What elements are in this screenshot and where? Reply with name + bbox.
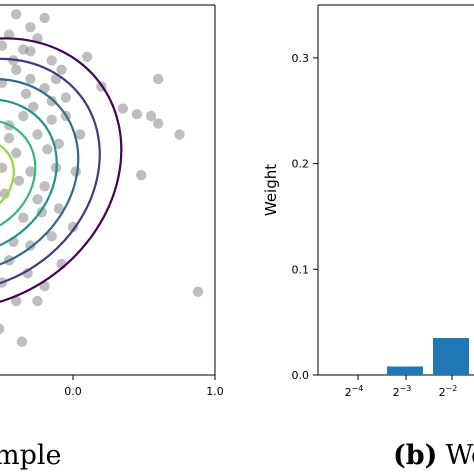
scatter-point — [25, 22, 36, 33]
scatter-point — [11, 9, 22, 20]
scatter-point — [42, 144, 53, 155]
scatter-x-tick-label: 1.0 — [206, 385, 224, 398]
scatter-point — [25, 166, 36, 177]
bar-y-tick-label: 0.1 — [292, 263, 310, 276]
scatter-point — [20, 88, 32, 100]
bar-x-tick-label: 2−4 — [345, 384, 364, 399]
scatter-point — [74, 129, 86, 140]
bar-x-ticks: 2−4 2−3 2−2 — [345, 375, 458, 399]
scatter-point — [153, 118, 164, 129]
scatter-point — [32, 295, 43, 307]
scatter-point — [60, 92, 72, 103]
scatter-point — [16, 336, 28, 347]
scatter-point — [25, 46, 36, 57]
scatter-point — [136, 170, 147, 181]
scatter-x-ticks: 0.0 1.0 — [64, 375, 224, 398]
scatter-point — [53, 138, 64, 149]
scatter-point — [82, 51, 93, 62]
bar-y-tick-label: 0.3 — [292, 52, 310, 65]
contour-line — [0, 98, 58, 255]
scatter-point — [39, 181, 50, 192]
bar-caption-label: (b) — [393, 440, 437, 471]
scatter-point — [11, 64, 22, 76]
bar-panel: 0.0 0.1 0.2 0.3 2−4 2−3 2−2 Weight (b) We — [262, 4, 474, 471]
bar-y-tick-label: 0.2 — [292, 158, 310, 171]
scatter-point — [22, 268, 33, 279]
scatter-point — [0, 323, 5, 334]
bar — [387, 366, 423, 375]
scatter-point — [46, 114, 57, 125]
contour-line — [0, 78, 80, 274]
bar-y-axis-label: Weight — [262, 164, 280, 216]
bar-x-tick-label: 2−2 — [439, 384, 458, 399]
contour-line — [0, 57, 101, 292]
scatter-point — [18, 110, 29, 122]
scatter-point — [46, 96, 57, 107]
scatter-point — [3, 133, 15, 144]
scatter-point — [18, 212, 29, 223]
scatter-point — [117, 103, 128, 114]
scatter-panel: 0.0 1.0 mple — [0, 4, 224, 471]
scatter-point — [46, 231, 57, 242]
scatter-point — [153, 73, 164, 85]
bars — [387, 338, 469, 375]
contour-line — [0, 37, 123, 310]
scatter-point — [192, 286, 204, 297]
scatter-point — [131, 109, 143, 120]
scatter-point — [67, 221, 79, 233]
density-contours — [0, 37, 123, 310]
scatter-point — [32, 194, 43, 205]
scatter-point — [0, 188, 10, 199]
scatter-point — [28, 101, 39, 113]
bar — [433, 338, 469, 375]
scatter-caption: mple — [0, 440, 62, 471]
bar-y-tick-label: 0.0 — [292, 369, 310, 382]
scatter-point — [32, 129, 43, 140]
bar-caption: (b) We — [393, 440, 474, 471]
bar-y-ticks: 0.0 0.1 0.2 0.3 — [292, 52, 318, 382]
scatter-point — [13, 175, 25, 186]
contour-line — [0, 139, 15, 219]
scatter-point — [174, 129, 185, 140]
bar-caption-text: We — [445, 440, 474, 471]
scatter-point — [11, 295, 22, 307]
scatter-point — [3, 29, 15, 40]
scatter-point — [53, 203, 64, 214]
scatter-point — [145, 110, 157, 122]
scatter-point — [11, 147, 22, 159]
bar-x-tick-label: 2−3 — [393, 384, 412, 399]
scatter-point — [0, 40, 8, 51]
contour-line — [0, 118, 37, 237]
scatter-point — [0, 162, 8, 173]
scatter-point — [46, 55, 57, 66]
scatter-point — [39, 12, 50, 24]
scatter-point — [25, 73, 36, 85]
scatter-x-tick-label: 0.0 — [64, 385, 82, 398]
scatter-point — [56, 64, 67, 76]
